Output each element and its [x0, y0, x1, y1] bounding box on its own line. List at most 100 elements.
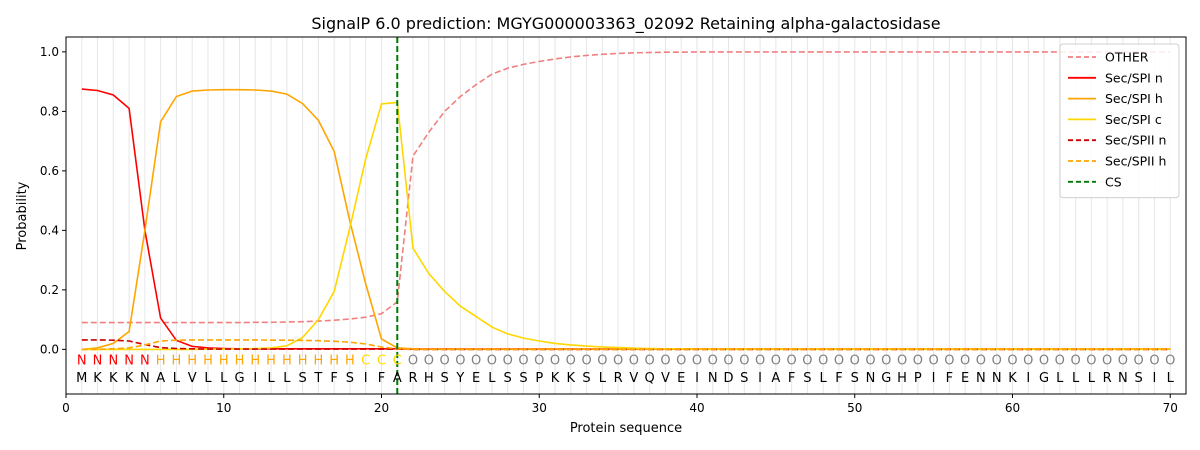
- residue-letter: S: [582, 371, 590, 386]
- residue-letter: K: [109, 371, 118, 386]
- region-label: H: [345, 353, 355, 368]
- residue-letter: L: [220, 371, 228, 386]
- residue-letter: S: [504, 371, 512, 386]
- region-label: N: [77, 353, 87, 368]
- residue-letter: A: [771, 371, 780, 386]
- region-label: O: [787, 353, 797, 368]
- series-line-other: [81, 51, 1171, 324]
- region-label: O: [581, 353, 591, 368]
- region-label: O: [708, 353, 718, 368]
- residue-letter: V: [629, 371, 638, 386]
- chart-title: SignalP 6.0 prediction: MGYG000003363_02…: [311, 14, 940, 34]
- y-tick-label: 0.6: [40, 164, 59, 178]
- residue-letter: I: [932, 371, 936, 386]
- region-label: O: [408, 353, 418, 368]
- region-label: H: [219, 353, 229, 368]
- y-axis: 0.0 0.2 0.4 0.6 0.8 1.0: [40, 45, 66, 356]
- residue-letter: N: [976, 371, 986, 386]
- region-label: O: [976, 353, 986, 368]
- region-label: O: [1165, 353, 1175, 368]
- residue-letter: I: [1026, 371, 1030, 386]
- legend-label: Sec/SPII n: [1105, 133, 1166, 148]
- region-label: O: [723, 353, 733, 368]
- residue-letter: N: [992, 371, 1002, 386]
- residue-letter: L: [1056, 371, 1064, 386]
- region-label: H: [203, 353, 213, 368]
- region-label: O: [645, 353, 655, 368]
- region-label: H: [250, 353, 260, 368]
- residue-letter: R: [614, 371, 623, 386]
- region-label: O: [802, 353, 812, 368]
- region-label: O: [818, 353, 828, 368]
- legend-label: Sec/SPI n: [1105, 70, 1163, 85]
- region-label: O: [944, 353, 954, 368]
- residue-letter: I: [253, 371, 257, 386]
- x-axis-label: Protein sequence: [570, 421, 682, 436]
- region-label: O: [913, 353, 923, 368]
- residue-letter: H: [897, 371, 907, 386]
- region-label: O: [676, 353, 686, 368]
- region-label: N: [93, 353, 103, 368]
- region-label: O: [897, 353, 907, 368]
- residue-letter: N: [866, 371, 876, 386]
- x-tick-label: 40: [689, 401, 704, 415]
- residue-letter: A: [393, 371, 402, 386]
- region-label: O: [928, 353, 938, 368]
- legend-box: [1059, 43, 1180, 199]
- residue-letter: L: [1072, 371, 1080, 386]
- residue-letter: G: [234, 371, 244, 386]
- y-tick-label: 0.8: [40, 104, 59, 118]
- series-line-sec-spi-n: [81, 88, 1171, 350]
- residue-letter: S: [740, 371, 748, 386]
- region-label: N: [124, 353, 134, 368]
- residue-letter: S: [851, 371, 859, 386]
- region-label: O: [613, 353, 623, 368]
- residue-letter: Q: [645, 371, 655, 386]
- region-label: H: [314, 353, 324, 368]
- residue-letter: E: [961, 371, 969, 386]
- y-tick-label: 0.2: [40, 283, 59, 297]
- residue-letter: I: [364, 371, 368, 386]
- region-label: O: [1070, 353, 1080, 368]
- region-label: H: [266, 353, 276, 368]
- residue-letter: K: [125, 371, 134, 386]
- legend-label: Sec/SPII h: [1105, 154, 1166, 169]
- region-label: O: [739, 353, 749, 368]
- residue-letter: F: [378, 371, 385, 386]
- sequence-letters: NMNKNKNKNNHAHLHVHLHLHGHIHLHLHSHTHFHSCICF…: [76, 353, 1175, 386]
- region-label: O: [1055, 353, 1065, 368]
- region-label: O: [1086, 353, 1096, 368]
- region-label: O: [503, 353, 513, 368]
- residue-letter: F: [835, 371, 842, 386]
- series-line-sec-spii-h: [81, 339, 1171, 351]
- region-label: O: [487, 353, 497, 368]
- legend-label: CS: [1105, 174, 1122, 189]
- residue-letter: F: [946, 371, 953, 386]
- region-label: O: [1149, 353, 1159, 368]
- region-label: H: [187, 353, 197, 368]
- legend-label: Sec/SPI c: [1105, 112, 1162, 127]
- residue-letter: L: [599, 371, 607, 386]
- y-tick-label: 0.4: [40, 223, 59, 237]
- region-label: O: [771, 353, 781, 368]
- residue-letter: L: [488, 371, 496, 386]
- residue-letter: R: [409, 371, 418, 386]
- residue-letter: S: [346, 371, 354, 386]
- residue-letter: L: [1167, 371, 1175, 386]
- region-label: O: [424, 353, 434, 368]
- residue-letter: I: [695, 371, 699, 386]
- series-line-sec-spi-c: [81, 101, 1171, 351]
- residue-letter: V: [661, 371, 670, 386]
- region-label: O: [834, 353, 844, 368]
- residue-letter: P: [535, 371, 543, 386]
- legend-label: Sec/SPI h: [1105, 91, 1163, 106]
- residue-letter: P: [914, 371, 922, 386]
- legend-label: OTHER: [1105, 50, 1149, 65]
- residue-letter: K: [567, 371, 576, 386]
- region-label: O: [960, 353, 970, 368]
- region-label: O: [881, 353, 891, 368]
- residue-letter: S: [298, 371, 306, 386]
- x-tick-label: 0: [62, 401, 70, 415]
- region-label: O: [471, 353, 481, 368]
- region-label: O: [692, 353, 702, 368]
